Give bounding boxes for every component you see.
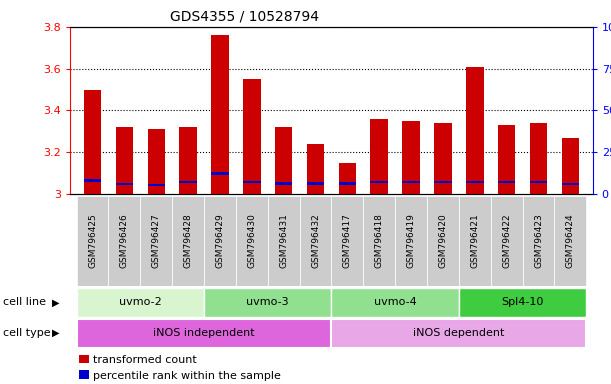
Text: cell type: cell type — [3, 328, 51, 338]
Bar — [530, 123, 547, 194]
Text: GDS4355 / 10528794: GDS4355 / 10528794 — [170, 10, 319, 23]
FancyBboxPatch shape — [268, 196, 299, 286]
Bar — [370, 180, 388, 183]
FancyBboxPatch shape — [76, 319, 331, 348]
Bar — [84, 179, 101, 182]
Text: uvmo-2: uvmo-2 — [119, 297, 162, 308]
Text: GSM796429: GSM796429 — [216, 214, 224, 268]
Text: GSM796431: GSM796431 — [279, 214, 288, 268]
Bar — [498, 180, 516, 183]
Text: GSM796428: GSM796428 — [184, 214, 192, 268]
Text: GSM796426: GSM796426 — [120, 214, 129, 268]
FancyBboxPatch shape — [459, 288, 587, 317]
Bar — [402, 180, 420, 183]
Bar — [466, 180, 483, 183]
Text: percentile rank within the sample: percentile rank within the sample — [93, 371, 280, 381]
Text: GSM796417: GSM796417 — [343, 214, 352, 268]
FancyBboxPatch shape — [331, 288, 459, 317]
Bar — [275, 182, 293, 185]
FancyBboxPatch shape — [76, 288, 204, 317]
Text: transformed count: transformed count — [93, 355, 197, 365]
Bar — [498, 125, 516, 194]
Text: Spl4-10: Spl4-10 — [502, 297, 544, 308]
Text: ▶: ▶ — [53, 297, 60, 308]
Text: GSM796419: GSM796419 — [406, 214, 415, 268]
Text: GSM796418: GSM796418 — [375, 214, 384, 268]
FancyBboxPatch shape — [364, 196, 395, 286]
Bar — [466, 66, 483, 194]
FancyBboxPatch shape — [204, 288, 331, 317]
Text: ▶: ▶ — [53, 328, 60, 338]
Bar — [243, 79, 261, 194]
FancyBboxPatch shape — [109, 196, 141, 286]
FancyBboxPatch shape — [522, 196, 554, 286]
Bar — [307, 182, 324, 185]
Bar — [307, 144, 324, 194]
Text: GSM796423: GSM796423 — [534, 214, 543, 268]
Bar — [402, 121, 420, 194]
Bar — [338, 182, 356, 185]
Bar — [275, 127, 293, 194]
Bar — [530, 180, 547, 183]
Text: GSM796425: GSM796425 — [88, 214, 97, 268]
Text: GSM796432: GSM796432 — [311, 214, 320, 268]
Text: GSM796422: GSM796422 — [502, 214, 511, 268]
Text: uvmo-4: uvmo-4 — [374, 297, 417, 308]
Text: uvmo-3: uvmo-3 — [246, 297, 289, 308]
FancyBboxPatch shape — [491, 196, 522, 286]
FancyBboxPatch shape — [427, 196, 459, 286]
FancyBboxPatch shape — [331, 319, 587, 348]
Bar — [434, 123, 452, 194]
Text: GSM796424: GSM796424 — [566, 214, 575, 268]
Bar — [434, 180, 452, 183]
Bar — [370, 119, 388, 194]
Bar — [84, 89, 101, 194]
Bar — [211, 172, 229, 175]
Text: iNOS independent: iNOS independent — [153, 328, 255, 338]
Bar — [115, 127, 133, 194]
Bar — [180, 180, 197, 183]
Bar — [243, 180, 261, 183]
Bar — [562, 137, 579, 194]
Bar — [562, 183, 579, 185]
FancyBboxPatch shape — [395, 196, 427, 286]
FancyBboxPatch shape — [76, 196, 109, 286]
Text: GSM796421: GSM796421 — [470, 214, 479, 268]
Text: GSM796420: GSM796420 — [439, 214, 447, 268]
FancyBboxPatch shape — [172, 196, 204, 286]
Bar — [338, 162, 356, 194]
Bar — [180, 127, 197, 194]
Text: GSM796430: GSM796430 — [247, 214, 257, 268]
Bar — [115, 183, 133, 185]
Text: GSM796427: GSM796427 — [152, 214, 161, 268]
FancyBboxPatch shape — [204, 196, 236, 286]
Text: cell line: cell line — [3, 297, 46, 308]
Text: iNOS dependent: iNOS dependent — [413, 328, 505, 338]
FancyBboxPatch shape — [554, 196, 587, 286]
Bar — [211, 35, 229, 194]
FancyBboxPatch shape — [236, 196, 268, 286]
FancyBboxPatch shape — [141, 196, 172, 286]
FancyBboxPatch shape — [331, 196, 364, 286]
FancyBboxPatch shape — [299, 196, 331, 286]
Bar — [147, 184, 165, 186]
Bar — [147, 129, 165, 194]
FancyBboxPatch shape — [459, 196, 491, 286]
